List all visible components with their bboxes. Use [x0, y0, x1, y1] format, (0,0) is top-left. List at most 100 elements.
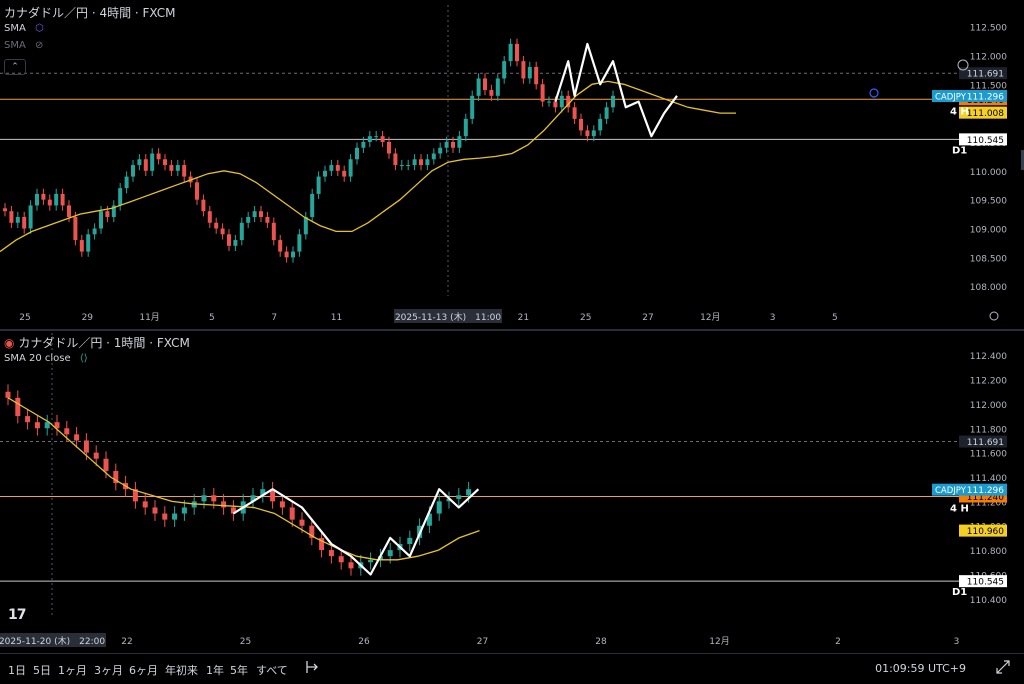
- level-4h-tag: 111.240: [967, 493, 1004, 503]
- tag-4h: 4 H: [950, 503, 969, 514]
- candle-body: [438, 147, 443, 154]
- candle-body: [252, 211, 257, 217]
- symbol-tag-price: 111.296: [967, 93, 1004, 103]
- dotted-level-tag-bg: [959, 435, 1007, 448]
- candle-body: [291, 251, 295, 258]
- x-tick-label: 12月: [709, 636, 729, 647]
- range-5d[interactable]: 5日: [33, 664, 51, 677]
- candle-body: [233, 240, 238, 246]
- candle-body: [297, 234, 302, 252]
- x-tick-label: 22: [121, 637, 132, 647]
- indicator-sma20[interactable]: SMA 20 close ⟨⟩: [4, 353, 88, 364]
- candle-body: [426, 513, 432, 526]
- candle-body: [265, 216, 270, 223]
- x-tick-label: 29: [82, 313, 94, 323]
- candle-body: [374, 136, 379, 138]
- candle-body: [559, 95, 564, 108]
- candle-body: [118, 188, 123, 206]
- candle-body: [3, 208, 7, 212]
- level-d1-tag: 110.545: [967, 136, 1004, 146]
- symbol-tag-bg: [932, 483, 1007, 496]
- candle-body: [323, 170, 327, 177]
- range-all[interactable]: すべて: [256, 664, 288, 677]
- candle-body: [591, 130, 596, 137]
- range-1y[interactable]: 1年: [206, 664, 224, 677]
- y-tick-label: 109.500: [970, 197, 1007, 207]
- candle-body: [15, 397, 21, 417]
- chart-canvas-1h[interactable]: 112.400 112.200 112.000 111.800 111.600 111.4…: [0, 331, 1024, 653]
- candle-body: [25, 416, 31, 423]
- candle-body: [521, 61, 526, 79]
- sma-line: [0, 80, 736, 253]
- candle-body: [348, 562, 354, 569]
- settings-circle-icon[interactable]: ⬡: [35, 23, 44, 34]
- crosshair-date-label: 2025-11-13 (木) 11:00: [395, 311, 501, 323]
- candle-body: [419, 159, 423, 166]
- candle-body: [515, 43, 519, 62]
- alert-icon[interactable]: ◉: [4, 336, 15, 350]
- candle-body: [534, 66, 539, 85]
- scroll-handle[interactable]: [1021, 150, 1024, 170]
- indicator-label: SMA 20 close: [4, 353, 71, 364]
- candle-body: [495, 78, 500, 96]
- candle-body: [137, 159, 142, 166]
- candle-body: [483, 78, 487, 91]
- candle-body: [169, 165, 174, 171]
- candle-body: [156, 153, 161, 160]
- x-tick-label: 25: [240, 637, 251, 647]
- candle-body: [319, 537, 325, 551]
- range-1d[interactable]: 1日: [8, 664, 26, 677]
- candle-body: [221, 501, 227, 508]
- candle-body: [44, 422, 50, 429]
- candle-body: [598, 118, 603, 131]
- clock-readout[interactable]: 01:09:59 UTC+9: [875, 662, 966, 675]
- candle-body: [259, 211, 263, 217]
- candle-body: [211, 495, 217, 502]
- candle-body: [489, 90, 494, 96]
- candle-body: [547, 101, 551, 103]
- candle-body: [105, 211, 110, 217]
- chart-pane-4h[interactable]: 112.500112.000111.500111.000110.500110.0…: [0, 0, 1024, 330]
- collapse-legend-button[interactable]: ⌃: [4, 59, 26, 75]
- candle-body: [270, 489, 276, 502]
- chart-pane-1h[interactable]: 112.400 112.200 112.000 111.800 111.600 111.4…: [0, 331, 1024, 653]
- tradingview-logo: 17: [8, 607, 27, 623]
- candle-body: [227, 234, 231, 246]
- candle-body: [35, 193, 39, 206]
- compare-range-icon[interactable]: [304, 659, 320, 675]
- range-3m[interactable]: 3ヶ月: [94, 664, 123, 677]
- x-tick-label: 27: [477, 637, 488, 647]
- candle-body: [508, 43, 513, 62]
- candle-body: [92, 228, 97, 235]
- eye-off-icon[interactable]: ⊘: [35, 40, 44, 51]
- candle-body: [15, 216, 20, 223]
- candle-body: [444, 141, 449, 148]
- range-5y[interactable]: 5年: [230, 664, 248, 677]
- sma-price-tag: 110.960: [967, 527, 1004, 537]
- candle-body: [60, 193, 65, 206]
- range-1m[interactable]: 1ヶ月: [58, 664, 87, 677]
- pane-divider[interactable]: [0, 329, 1024, 331]
- symbol-tag-price: 111.296: [967, 486, 1004, 496]
- x-tick-label: 5: [832, 313, 838, 323]
- candle-body: [67, 205, 71, 217]
- candle-body: [73, 216, 78, 241]
- range-ytd[interactable]: 年初来: [165, 664, 198, 677]
- candle-body: [393, 153, 398, 166]
- chart-canvas-4h[interactable]: 112.500112.000111.500111.000110.500110.0…: [0, 0, 1024, 330]
- dotted-level-tag: 111.691: [967, 70, 1004, 80]
- expand-icon[interactable]: [996, 660, 1010, 674]
- candle-body: [284, 251, 289, 258]
- candle-body: [230, 507, 236, 514]
- range-6m[interactable]: 6ヶ月: [129, 664, 158, 677]
- candle-body: [132, 489, 138, 502]
- indicator-sma-2[interactable]: SMA ⊘: [4, 40, 43, 51]
- candle-body: [553, 101, 558, 108]
- indicator-label: SMA: [4, 40, 26, 51]
- candle-body: [54, 422, 60, 429]
- indicator-sma-1[interactable]: SMA ⬡: [4, 23, 44, 34]
- candle-body: [239, 222, 244, 241]
- x-tick-label: 26: [358, 637, 370, 647]
- code-brackets-icon[interactable]: ⟨⟩: [79, 353, 88, 364]
- candle-body: [64, 428, 70, 435]
